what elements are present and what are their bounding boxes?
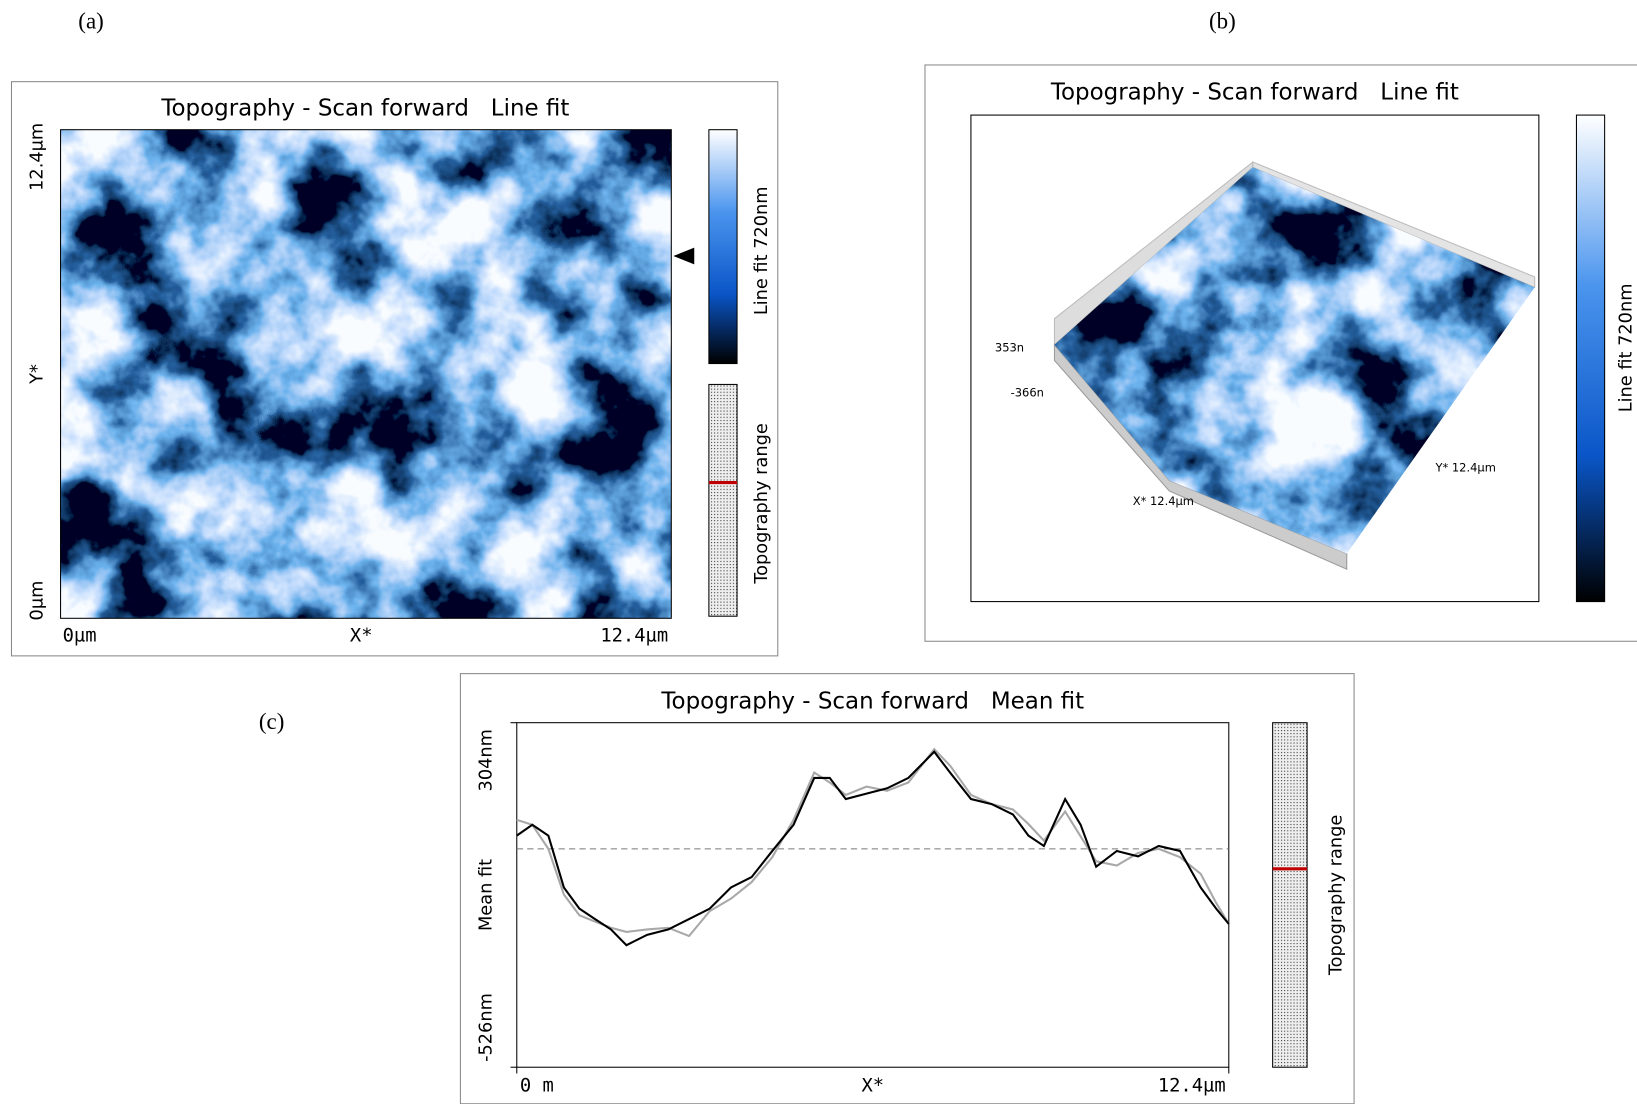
panel-label: (c) bbox=[259, 709, 284, 734]
range-bar bbox=[1273, 723, 1307, 1068]
x-axis-label: X* bbox=[861, 1076, 884, 1097]
y-axis-label: Mean fit bbox=[477, 859, 497, 931]
x-label: X* 12.4µm bbox=[1133, 494, 1194, 508]
x-axis-label: X* bbox=[350, 626, 373, 647]
z-label: 353n bbox=[995, 340, 1024, 354]
colorbar-label: Line fit 720nm bbox=[1617, 284, 1637, 413]
y-axis-label: Y* bbox=[28, 364, 48, 385]
y-tick-label: -526nm bbox=[477, 993, 497, 1062]
z-label: -366n bbox=[1011, 385, 1044, 399]
y-axis-label: 0µm bbox=[28, 581, 48, 621]
x-tick-label: 0 m bbox=[520, 1076, 554, 1097]
x-axis-label: 0µm bbox=[63, 626, 97, 647]
panel-frame bbox=[460, 674, 1354, 1104]
page: {"panels":{ "a":{"label":"(a)","title":"… bbox=[0, 0, 1637, 1104]
colorbar bbox=[1576, 115, 1604, 602]
chart-title: Topography - Scan forward Mean fit bbox=[660, 688, 1084, 714]
x-axis-label: 12.4µm bbox=[600, 626, 668, 647]
y-tick-label: 304nm bbox=[477, 729, 497, 791]
topography-image bbox=[61, 130, 672, 619]
colorbar-label: Line fit 720nm bbox=[752, 186, 772, 315]
y-label: Y* 12.4µm bbox=[1435, 460, 1496, 474]
panel-title: Topography - Scan forward Line fit bbox=[160, 95, 569, 121]
panel-label: (b) bbox=[1209, 8, 1236, 33]
panel-title: Topography - Scan forward Line fit bbox=[1050, 80, 1459, 106]
x-tick-label: 12.4µm bbox=[1158, 1076, 1226, 1097]
panel-label: (a) bbox=[78, 8, 103, 33]
figure: (a) (b) (c) Topography - Scan forward Li… bbox=[0, 0, 1637, 1104]
range-label: Topography range bbox=[752, 423, 772, 584]
range-label: Topography range bbox=[1326, 815, 1346, 976]
colorbar bbox=[709, 130, 737, 364]
range-bar bbox=[709, 384, 737, 616]
y-axis-label: 12.4µm bbox=[28, 123, 48, 191]
